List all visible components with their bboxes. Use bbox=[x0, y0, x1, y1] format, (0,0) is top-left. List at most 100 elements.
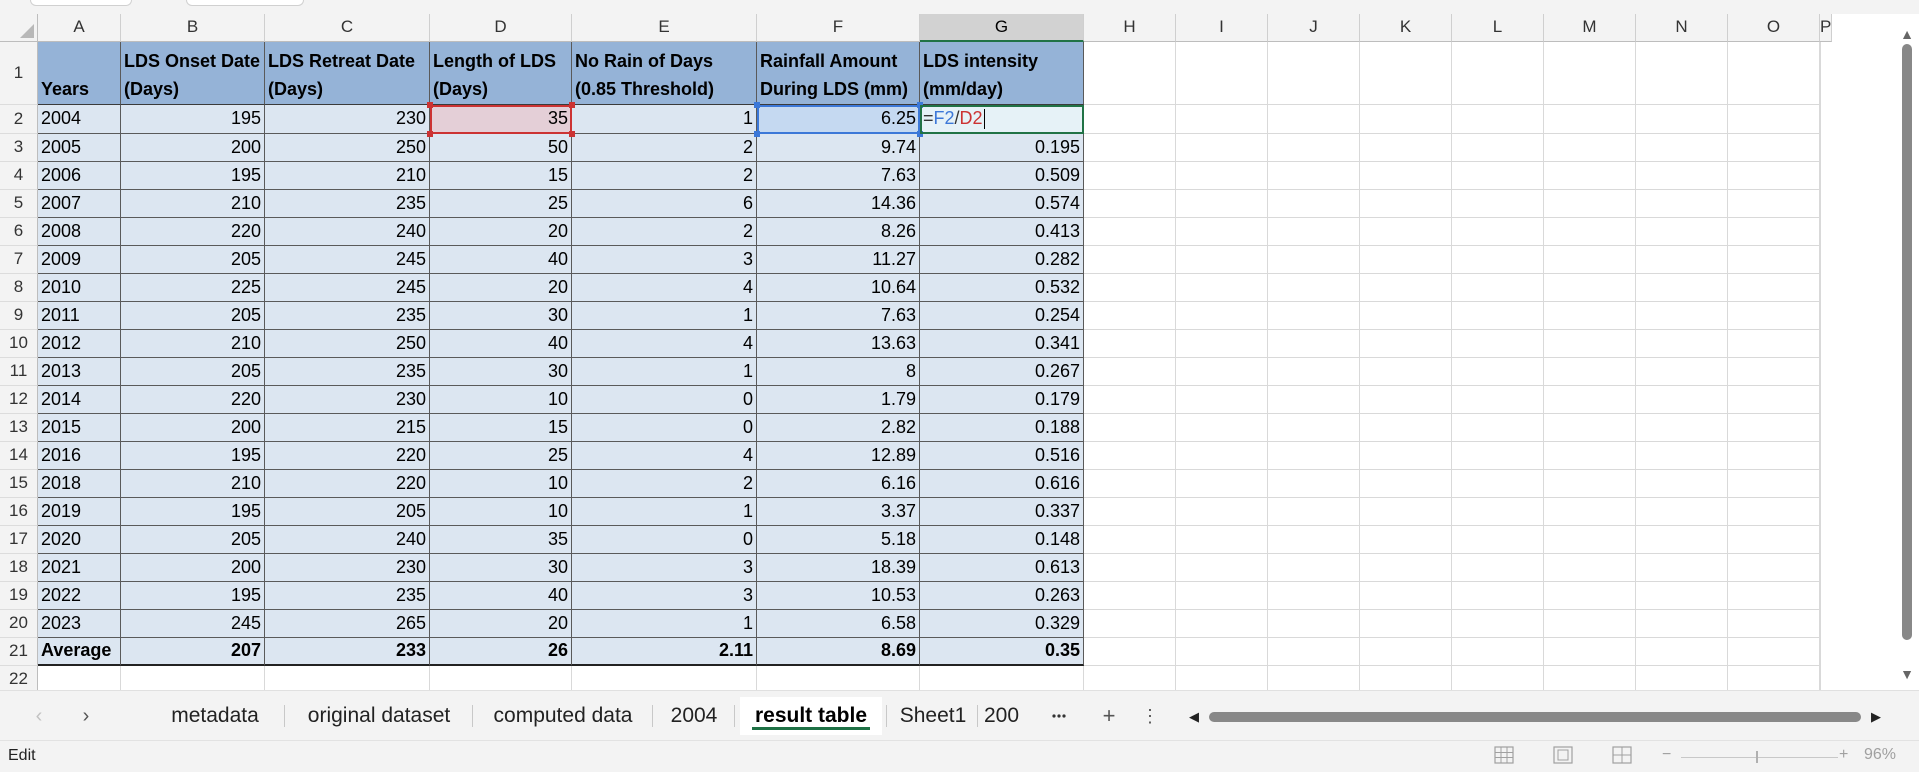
table-cell[interactable]: 240 bbox=[265, 218, 430, 246]
table-cell[interactable]: 195 bbox=[121, 498, 265, 526]
empty-cell[interactable] bbox=[1728, 498, 1820, 526]
row-header[interactable]: 19 bbox=[0, 582, 38, 610]
empty-cell[interactable] bbox=[121, 666, 265, 690]
average-label[interactable]: Average bbox=[38, 638, 121, 666]
column-header[interactable]: L bbox=[1452, 14, 1544, 42]
empty-cell[interactable] bbox=[1084, 554, 1176, 582]
empty-cell[interactable] bbox=[1268, 666, 1360, 690]
table-cell[interactable]: 2008 bbox=[38, 218, 121, 246]
empty-cell[interactable] bbox=[1544, 134, 1636, 162]
table-cell[interactable]: 2012 bbox=[38, 330, 121, 358]
table-cell[interactable]: 14.36 bbox=[757, 190, 920, 218]
empty-cell[interactable] bbox=[1452, 582, 1544, 610]
column-header[interactable]: N bbox=[1636, 14, 1728, 42]
table-cell[interactable]: 265 bbox=[265, 610, 430, 638]
empty-cell[interactable] bbox=[1728, 610, 1820, 638]
table-cell[interactable]: 245 bbox=[121, 610, 265, 638]
row-header[interactable]: 10 bbox=[0, 330, 38, 358]
empty-cell[interactable] bbox=[1820, 274, 1821, 302]
table-cell[interactable]: 7.63 bbox=[757, 162, 920, 190]
table-cell[interactable]: 1.79 bbox=[757, 386, 920, 414]
table-cell[interactable]: 235 bbox=[265, 302, 430, 330]
sheet-tab[interactable]: 2004 bbox=[658, 697, 730, 735]
table-cell[interactable]: 225 bbox=[121, 274, 265, 302]
row-header[interactable]: 4 bbox=[0, 162, 38, 190]
zoom-slider[interactable] bbox=[1681, 757, 1838, 758]
table-cell[interactable]: 195 bbox=[121, 442, 265, 470]
table-cell[interactable]: 2020 bbox=[38, 526, 121, 554]
table-cell[interactable]: 0.341 bbox=[920, 330, 1084, 358]
table-cell[interactable]: 40 bbox=[430, 246, 572, 274]
empty-cell[interactable] bbox=[1820, 638, 1821, 666]
table-cell[interactable]: 0 bbox=[572, 526, 757, 554]
table-cell[interactable]: 2021 bbox=[38, 554, 121, 582]
empty-cell[interactable] bbox=[1452, 330, 1544, 358]
empty-cell[interactable] bbox=[1728, 638, 1820, 666]
empty-cell[interactable] bbox=[1452, 666, 1544, 690]
empty-cell[interactable] bbox=[1268, 330, 1360, 358]
row-header[interactable]: 7 bbox=[0, 246, 38, 274]
average-cell[interactable]: 8.69 bbox=[757, 638, 920, 666]
empty-cell[interactable] bbox=[1636, 554, 1728, 582]
horizontal-scrollbar[interactable]: ◀ ▶ bbox=[1185, 707, 1885, 727]
empty-cell[interactable] bbox=[1084, 302, 1176, 330]
table-cell[interactable]: 12.89 bbox=[757, 442, 920, 470]
empty-cell[interactable] bbox=[1268, 105, 1360, 134]
empty-cell[interactable] bbox=[1820, 246, 1821, 274]
empty-cell[interactable] bbox=[1084, 358, 1176, 386]
empty-cell[interactable] bbox=[1268, 386, 1360, 414]
empty-cell[interactable] bbox=[1728, 134, 1820, 162]
row-header[interactable]: 3 bbox=[0, 134, 38, 162]
empty-cell[interactable] bbox=[1360, 246, 1452, 274]
empty-cell[interactable] bbox=[1268, 638, 1360, 666]
sheet-tab[interactable]: metadata bbox=[150, 697, 280, 735]
empty-cell[interactable] bbox=[1268, 42, 1360, 105]
empty-cell[interactable] bbox=[1452, 190, 1544, 218]
table-cell[interactable]: 0.616 bbox=[920, 470, 1084, 498]
table-cell[interactable]: 195 bbox=[121, 162, 265, 190]
empty-cell[interactable] bbox=[1360, 498, 1452, 526]
table-cell[interactable]: 4 bbox=[572, 274, 757, 302]
row-header[interactable]: 18 bbox=[0, 554, 38, 582]
empty-cell[interactable] bbox=[1544, 666, 1636, 690]
row-header[interactable]: 14 bbox=[0, 442, 38, 470]
empty-cell[interactable] bbox=[1728, 162, 1820, 190]
empty-cell[interactable] bbox=[1176, 358, 1268, 386]
table-cell[interactable]: 15 bbox=[430, 414, 572, 442]
empty-cell[interactable] bbox=[1636, 526, 1728, 554]
empty-cell[interactable] bbox=[1544, 554, 1636, 582]
more-sheets-icon[interactable] bbox=[1046, 701, 1072, 731]
empty-cell[interactable] bbox=[1360, 274, 1452, 302]
empty-cell[interactable] bbox=[1636, 134, 1728, 162]
empty-cell[interactable] bbox=[1728, 554, 1820, 582]
table-cell[interactable]: 7.63 bbox=[757, 302, 920, 330]
sheet-tab[interactable]: original dataset bbox=[290, 697, 468, 735]
table-cell[interactable]: 0.195 bbox=[920, 134, 1084, 162]
empty-cell[interactable] bbox=[1084, 638, 1176, 666]
table-cell[interactable]: 240 bbox=[265, 526, 430, 554]
empty-cell[interactable] bbox=[1084, 610, 1176, 638]
empty-cell[interactable] bbox=[1176, 218, 1268, 246]
scroll-up-icon[interactable]: ▲ bbox=[1900, 26, 1914, 42]
table-cell[interactable]: 2010 bbox=[38, 274, 121, 302]
table-cell[interactable]: 2009 bbox=[38, 246, 121, 274]
empty-cell[interactable] bbox=[1636, 246, 1728, 274]
table-cell[interactable]: 11.27 bbox=[757, 246, 920, 274]
empty-cell[interactable] bbox=[1360, 190, 1452, 218]
sheet-tab[interactable]: result table bbox=[740, 697, 882, 735]
page-break-view-icon[interactable] bbox=[1609, 744, 1635, 766]
empty-cell[interactable] bbox=[1636, 358, 1728, 386]
empty-cell[interactable] bbox=[1820, 302, 1821, 330]
empty-cell[interactable] bbox=[1268, 442, 1360, 470]
empty-cell[interactable] bbox=[1544, 470, 1636, 498]
empty-cell[interactable] bbox=[1360, 358, 1452, 386]
empty-cell[interactable] bbox=[1360, 414, 1452, 442]
table-cell[interactable]: 2016 bbox=[38, 442, 121, 470]
average-cell[interactable]: 26 bbox=[430, 638, 572, 666]
table-cell[interactable]: 205 bbox=[121, 302, 265, 330]
table-header-cell[interactable]: LDS Retreat Date (Days) bbox=[265, 42, 430, 105]
table-cell[interactable]: 3 bbox=[572, 246, 757, 274]
table-cell[interactable]: 1 bbox=[572, 358, 757, 386]
column-header[interactable]: H bbox=[1084, 14, 1176, 42]
table-cell[interactable]: 10 bbox=[430, 498, 572, 526]
